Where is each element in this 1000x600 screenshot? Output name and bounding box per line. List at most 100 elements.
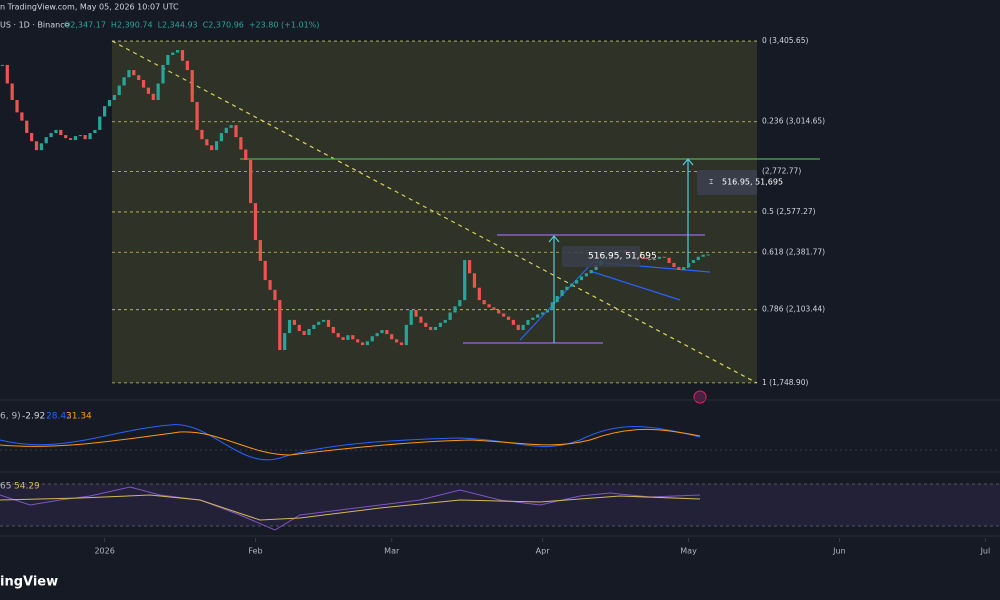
candle bbox=[88, 132, 92, 140]
candle bbox=[5, 64, 9, 84]
ohlc-value: O2,347.17 bbox=[64, 21, 106, 30]
candle bbox=[49, 132, 53, 138]
x-tick-label: Feb bbox=[248, 547, 262, 556]
macd-line bbox=[0, 424, 701, 461]
brand: ingView bbox=[0, 575, 58, 590]
fib-label: 0.618 (2,381.77) bbox=[762, 247, 825, 256]
candle bbox=[331, 326, 335, 334]
fib-label: 1 (1,748.90) bbox=[762, 378, 808, 387]
candle bbox=[531, 317, 535, 320]
candle bbox=[589, 269, 593, 274]
candle bbox=[185, 60, 189, 71]
candle bbox=[399, 342, 404, 346]
rsi-band bbox=[0, 484, 1000, 526]
candle bbox=[419, 316, 423, 323]
candle bbox=[161, 64, 165, 84]
candle bbox=[44, 137, 48, 144]
candle bbox=[302, 331, 306, 335]
candle bbox=[540, 312, 545, 315]
candle bbox=[93, 129, 97, 133]
candle bbox=[482, 300, 486, 305]
ohlc-value: L2,344.93 bbox=[158, 21, 198, 30]
candle bbox=[662, 256, 666, 258]
candle bbox=[648, 258, 652, 261]
candle bbox=[404, 324, 408, 346]
candle bbox=[701, 254, 705, 257]
candle bbox=[68, 138, 73, 141]
candle bbox=[59, 129, 63, 136]
candle bbox=[210, 145, 214, 151]
candle bbox=[584, 273, 588, 277]
candle bbox=[443, 319, 447, 323]
x-tick-label: May bbox=[680, 547, 697, 556]
candle bbox=[156, 83, 160, 100]
rsi-params: 65 bbox=[0, 482, 11, 492]
candle bbox=[438, 322, 442, 327]
candle bbox=[30, 132, 34, 142]
candle bbox=[137, 75, 141, 80]
candle bbox=[122, 77, 126, 86]
fib-label: 0 (3,405.65) bbox=[762, 36, 808, 45]
trend-line bbox=[111, 40, 758, 384]
candle bbox=[575, 280, 579, 284]
candle bbox=[336, 333, 340, 338]
candle bbox=[555, 295, 559, 303]
candle bbox=[224, 127, 228, 133]
candle bbox=[346, 335, 350, 340]
candle bbox=[200, 129, 204, 140]
candle bbox=[433, 326, 438, 331]
candle bbox=[686, 262, 691, 268]
candle bbox=[195, 102, 199, 130]
alert-icon[interactable] bbox=[693, 390, 707, 404]
candle bbox=[146, 87, 151, 94]
candle bbox=[219, 132, 224, 142]
x-tick-label: Jun bbox=[832, 547, 846, 556]
candle bbox=[141, 79, 146, 88]
fib-retracement: 0 (3,405.65) 0.236 (3,014.65) (2,772.77) 0.… bbox=[112, 36, 825, 387]
candle bbox=[390, 334, 394, 340]
candle bbox=[229, 125, 233, 128]
x-tick-label: Jul bbox=[980, 547, 991, 556]
candle bbox=[550, 302, 554, 311]
candle bbox=[424, 322, 428, 327]
macd-line-value: 28.42 bbox=[46, 412, 72, 422]
arrow-head bbox=[548, 235, 560, 243]
candle bbox=[263, 260, 267, 281]
candle bbox=[239, 137, 243, 150]
candle bbox=[317, 321, 321, 325]
candle bbox=[667, 257, 671, 263]
measure-box bbox=[697, 170, 757, 195]
candle bbox=[307, 328, 311, 335]
fib-label: 0.236 (3,014.65) bbox=[762, 117, 825, 126]
candle bbox=[579, 276, 584, 281]
candle bbox=[458, 300, 462, 307]
candle bbox=[565, 286, 569, 290]
measure-label: 516.95, 51,695 bbox=[722, 178, 783, 187]
candle bbox=[643, 257, 647, 259]
channel-bottom bbox=[592, 271, 681, 301]
ohlc-value: C2,370.96 bbox=[203, 21, 244, 30]
candle bbox=[467, 260, 472, 274]
candle bbox=[657, 256, 661, 259]
candle bbox=[127, 70, 131, 78]
candle bbox=[356, 339, 360, 343]
candle bbox=[545, 310, 550, 313]
candle bbox=[287, 319, 292, 334]
candle bbox=[107, 99, 112, 107]
candle bbox=[268, 280, 272, 290]
macd-params: 6, 9) bbox=[0, 412, 21, 422]
macd-signal-value: 31.34 bbox=[66, 412, 92, 422]
candle bbox=[429, 326, 433, 331]
candle bbox=[497, 310, 501, 314]
candle bbox=[64, 135, 68, 139]
measure-icon: ⌶ bbox=[709, 178, 713, 186]
candle bbox=[375, 333, 379, 337]
candle bbox=[506, 316, 511, 320]
fib-label: 0.5 (2,577.27) bbox=[762, 207, 816, 216]
candle bbox=[706, 254, 710, 256]
candle bbox=[20, 112, 24, 121]
candle bbox=[78, 135, 82, 137]
indicator-legends: 6, 9) -2.92 28.42 31.34 65 54.29 bbox=[0, 412, 92, 492]
candle bbox=[15, 99, 19, 113]
